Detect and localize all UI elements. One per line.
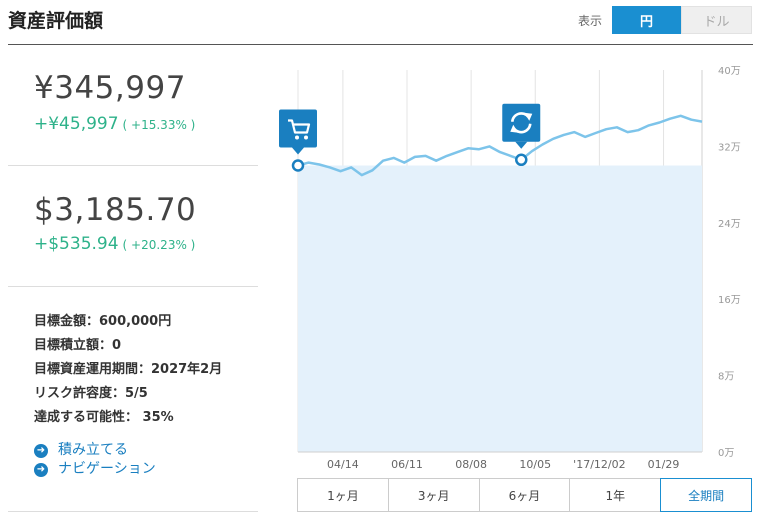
y-tick-label: 40万 [718, 66, 741, 77]
link-contribute-label: 積み立てる [58, 442, 128, 458]
usd-amount: $3,185.70 [34, 192, 197, 228]
arrow-right-icon: ➜ [34, 443, 48, 458]
summary-divider [8, 165, 258, 166]
link-contribute[interactable]: ➜ 積み立てる [34, 441, 156, 460]
y-tick-label: 32万 [718, 142, 741, 153]
range-selector: 1ヶ月 3ヶ月 6ヶ月 1年 全期間 [297, 478, 752, 512]
x-tick-label: 10/05 [519, 458, 551, 471]
range-6m-button[interactable]: 6ヶ月 [478, 478, 571, 512]
x-tick-label: 06/11 [391, 458, 423, 471]
x-tick-label: 01/29 [648, 458, 680, 471]
display-label: 表示 [578, 14, 603, 28]
y-tick-label: 16万 [718, 295, 741, 306]
series-line [297, 114, 703, 177]
goal-contribution: 目標積立額：0 [34, 338, 122, 353]
range-1m-button[interactable]: 1ヶ月 [297, 478, 389, 512]
goal-probability: 達成する可能性： 35% [34, 410, 174, 425]
link-navigation-label: ナビゲーション [58, 461, 156, 477]
summary-divider [8, 286, 258, 287]
currency-toggle: 円 ドル [612, 6, 752, 34]
bottom-divider [8, 511, 258, 512]
range-all-button[interactable]: 全期間 [660, 478, 752, 512]
invested-area [298, 165, 702, 452]
jpy-amount: ¥345,997 [34, 70, 186, 106]
link-navigation[interactable]: ➜ ナビゲーション [34, 460, 156, 479]
y-tick-label: 24万 [718, 219, 741, 230]
range-1y-button[interactable]: 1年 [569, 478, 662, 512]
y-tick-label: 0万 [718, 448, 734, 459]
cart-icon[interactable] [279, 109, 317, 172]
x-tick-label: 04/14 [327, 458, 359, 471]
goal-risk: リスク許容度：5/5 [34, 386, 148, 401]
asset-chart: 0万 8万 16万 24万 32万 40万 04/14 06/11 08/08 10/05 '17/… [279, 66, 741, 471]
goal-amount: 目標金額：600,000円 [34, 314, 172, 329]
x-tick-label: 08/08 [455, 458, 487, 471]
currency-jpy-button[interactable]: 円 [612, 6, 681, 34]
jpy-gain-pct: ( +15.33% ) [122, 118, 196, 132]
jpy-gain: +¥45,997( +15.33% ) [34, 114, 195, 134]
header-divider [8, 44, 753, 45]
page-title: 資産評価額 [8, 10, 104, 32]
y-tick-label: 8万 [718, 372, 734, 383]
refresh-icon[interactable] [502, 103, 541, 167]
range-3m-button[interactable]: 3ヶ月 [387, 478, 480, 512]
usd-gain: +$535.94( +20.23% ) [34, 234, 195, 254]
action-links: ➜ 積み立てる ➜ ナビゲーション [34, 441, 156, 479]
goal-period: 目標資産運用期間：2027年2月 [34, 362, 223, 377]
goal-info: 目標金額：600,000円 目標積立額：0 目標資産運用期間：2027年2月 リ… [34, 310, 222, 430]
arrow-right-icon: ➜ [34, 462, 48, 477]
currency-usd-button[interactable]: ドル [681, 6, 752, 34]
usd-gain-value: +$535.94 [34, 234, 119, 254]
x-tick-label: '17/12/02 [573, 458, 625, 471]
usd-gain-pct: ( +20.23% ) [122, 238, 196, 252]
jpy-gain-value: +¥45,997 [34, 114, 119, 134]
